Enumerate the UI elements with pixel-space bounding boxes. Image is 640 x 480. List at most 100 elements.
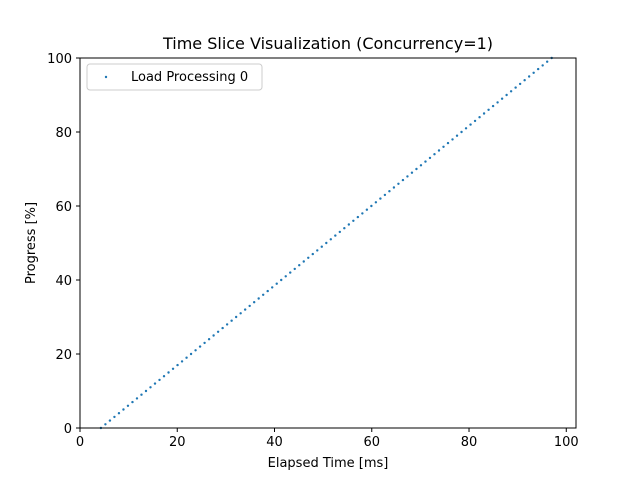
data-point — [451, 138, 454, 141]
data-point — [343, 227, 346, 230]
data-point — [248, 304, 251, 308]
data-point — [198, 345, 202, 348]
x-axis-ticks: 0 20 40 60 80 100 — [76, 428, 579, 450]
data-point — [171, 367, 175, 370]
y-tick-label: 80 — [55, 126, 72, 141]
data-point — [392, 186, 396, 189]
data-point — [496, 101, 499, 104]
data-point — [379, 197, 382, 200]
x-tick-label: 100 — [554, 435, 579, 450]
data-point — [271, 286, 274, 289]
data-point — [509, 90, 513, 93]
data-point — [117, 412, 121, 415]
data-point — [212, 334, 215, 337]
data-point — [500, 97, 504, 100]
data-point — [307, 256, 310, 259]
legend-box — [86, 63, 263, 91]
data-point — [541, 64, 544, 67]
data-point — [158, 378, 161, 382]
data-point — [338, 230, 342, 234]
data-point — [361, 212, 364, 215]
data-point — [320, 245, 323, 248]
data-point — [162, 375, 166, 378]
data-point — [122, 408, 125, 411]
y-axis-label: Progress [%] — [24, 202, 39, 284]
data-point — [410, 171, 414, 174]
data-point — [216, 330, 220, 333]
data-point — [243, 308, 247, 311]
data-point — [239, 312, 242, 315]
y-tick-label: 20 — [55, 348, 72, 363]
data-point — [113, 415, 116, 419]
y-tick-label: 40 — [55, 274, 72, 289]
data-point — [189, 352, 193, 356]
data-point — [437, 149, 441, 152]
data-point — [108, 419, 112, 422]
data-point — [149, 386, 152, 389]
data-point — [473, 119, 477, 123]
data-point — [455, 134, 459, 137]
data-point — [424, 160, 427, 163]
x-tick-label: 60 — [363, 435, 380, 450]
data-point — [284, 275, 287, 278]
data-point — [356, 215, 360, 219]
data-point — [487, 108, 490, 112]
legend-marker — [104, 75, 108, 79]
data-point — [365, 208, 369, 211]
data-point — [370, 204, 373, 208]
data-point — [352, 219, 355, 222]
data-point — [257, 297, 260, 300]
data-point — [419, 164, 423, 167]
data-point — [230, 319, 233, 322]
data-point — [234, 315, 238, 319]
chart-title: Time Slice Visualization (Concurrency=1) — [162, 34, 493, 53]
legend-label-load-processing-0: Load Processing 0 — [131, 70, 248, 85]
data-point — [460, 130, 463, 134]
data-point — [221, 326, 224, 330]
data-point — [469, 123, 472, 126]
data-point — [532, 71, 535, 75]
data-point — [514, 86, 517, 89]
data-point — [126, 404, 130, 407]
x-tick-label: 80 — [461, 435, 478, 450]
data-point — [325, 241, 328, 245]
data-point — [167, 371, 170, 374]
x-tick-label: 40 — [266, 435, 283, 450]
data-point — [252, 301, 256, 304]
data-point — [505, 93, 508, 97]
data-point — [289, 271, 292, 274]
data-point — [406, 175, 409, 178]
data-point — [334, 234, 337, 237]
data-point — [536, 67, 540, 71]
data-point — [203, 341, 206, 345]
data-point — [545, 60, 549, 63]
data-point — [144, 389, 148, 393]
data-point — [329, 238, 333, 241]
y-tick-label: 60 — [55, 200, 72, 215]
data-point — [180, 360, 184, 363]
data-point — [482, 112, 486, 115]
data-point — [140, 393, 143, 396]
y-tick-label: 100 — [47, 52, 72, 67]
data-point — [374, 201, 378, 204]
data-point — [261, 293, 265, 296]
data-point — [194, 349, 197, 352]
data-point — [104, 423, 107, 426]
x-axis-label: Elapsed Time [ms] — [268, 456, 389, 471]
data-point — [464, 127, 468, 130]
data-point — [446, 141, 450, 145]
plot-frame — [79, 57, 577, 429]
data-point — [527, 75, 531, 78]
data-point — [397, 182, 400, 185]
data-point — [185, 356, 188, 359]
scatter-points — [99, 56, 553, 430]
data-point — [311, 252, 314, 256]
data-point — [275, 282, 278, 285]
legend: Load Processing 0 — [86, 63, 263, 91]
x-tick-label: 20 — [169, 435, 186, 450]
data-point — [266, 289, 269, 293]
data-point — [293, 267, 296, 271]
data-point — [491, 104, 495, 108]
data-point — [176, 363, 179, 367]
data-point — [433, 153, 436, 156]
